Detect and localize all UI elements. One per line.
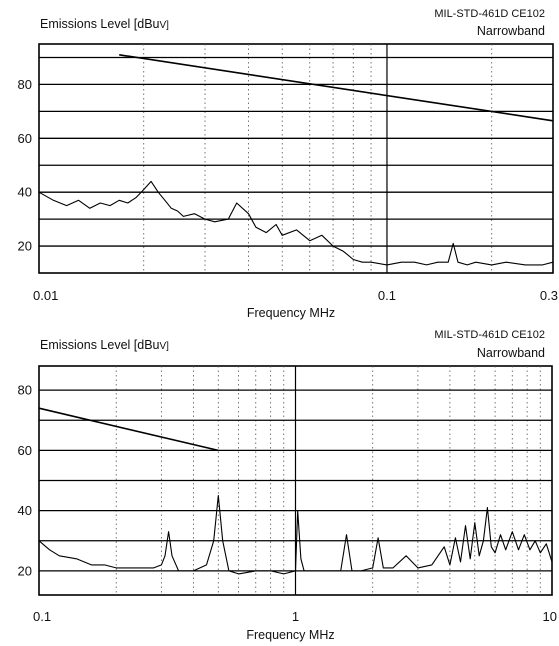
emissions-trace <box>38 495 553 575</box>
y-tick-label: 40 <box>18 503 32 518</box>
x-tick-label: 1 <box>292 609 299 624</box>
mode-label: Narrowband <box>477 346 545 360</box>
y-tick-label: 80 <box>18 77 32 92</box>
limit-line <box>38 407 219 452</box>
y-tick-label: 80 <box>18 383 32 398</box>
chart-2: 20 40 60 80 0.1 1 10 Emissions Level [dBuV] MIL-… <box>18 329 557 642</box>
y-tick-label: 20 <box>18 563 32 578</box>
x-axis-title: Frequency MHz <box>247 306 335 320</box>
x-tick-label: 0.01 <box>33 288 58 303</box>
y-axis-title: Emissions Level [dBuV] <box>40 338 169 352</box>
standard-label: MIL-STD-461D CE102 <box>434 329 545 341</box>
y-tick-label: 20 <box>18 239 32 254</box>
horizontal-grid <box>39 56 553 247</box>
standard-label: MIL-STD-461D CE102 <box>434 8 545 20</box>
mode-label: Narrowband <box>477 24 545 38</box>
plot-frame <box>38 43 554 274</box>
emissions-trace <box>38 180 554 266</box>
y-tick-label: 60 <box>18 443 32 458</box>
chart-1: 20 40 60 80 0.01 0.1 0.3 Emissions Level [dBuV]… <box>18 8 558 320</box>
limit-line <box>119 54 554 122</box>
x-tick-label: 0.1 <box>33 609 51 624</box>
x-axis-title: Frequency MHz <box>246 628 334 642</box>
vertical-grid <box>143 44 493 273</box>
x-tick-label: 10 <box>543 609 557 624</box>
y-axis-title: Emissions Level [dBuV] <box>40 17 169 31</box>
x-tick-label: 0.3 <box>540 288 558 303</box>
y-tick-label: 40 <box>18 185 32 200</box>
y-tick-label: 60 <box>18 131 32 146</box>
x-tick-label: 0.1 <box>378 288 396 303</box>
